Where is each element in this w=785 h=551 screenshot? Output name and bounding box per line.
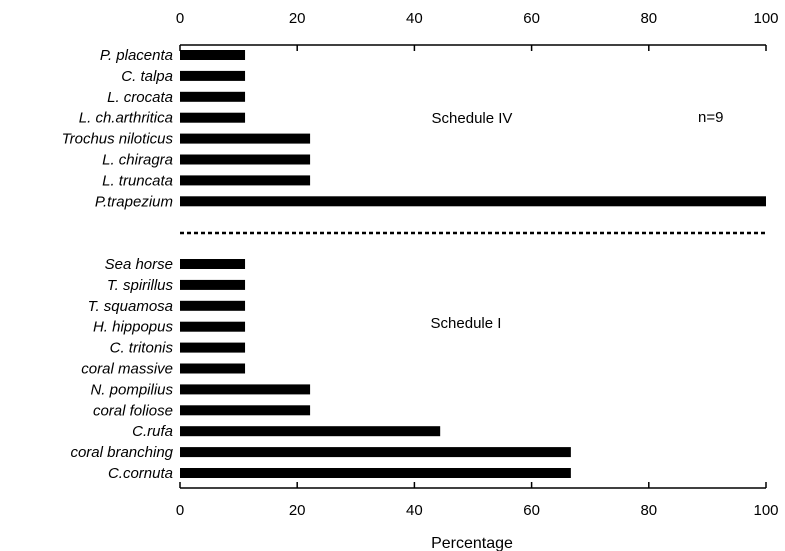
category-label: T. squamosa	[88, 298, 173, 315]
category-label: coral massive	[81, 361, 173, 378]
bottom-tick-label: 100	[753, 502, 778, 519]
bottom-tick-label: 0	[176, 502, 184, 519]
top-tick-label: 40	[406, 10, 423, 27]
bar	[180, 259, 246, 269]
bar	[180, 50, 246, 60]
top-tick-label: 0	[176, 10, 184, 27]
category-label: C. talpa	[121, 68, 173, 85]
bar	[180, 133, 311, 144]
bar	[180, 70, 246, 81]
category-label: Trochus niloticus	[62, 131, 174, 148]
category-label: C.cornuta	[108, 465, 173, 482]
bottom-tick-label: 60	[523, 502, 540, 519]
axes: 0 0 20 20 40 40 60 60 80 80 100 100	[176, 10, 779, 519]
category-label: L. crocata	[107, 89, 173, 106]
category-label: L. truncata	[102, 172, 173, 189]
bar	[180, 321, 246, 332]
bar	[180, 300, 246, 311]
bar	[180, 384, 311, 395]
bar	[180, 468, 571, 478]
category-label: N. pompilius	[90, 381, 173, 398]
bars	[180, 50, 766, 478]
category-labels: P. placenta C. talpa L. crocata L. ch.arthr…	[62, 47, 174, 482]
bar	[180, 279, 246, 290]
schedule-iv-label: Schedule IV	[432, 110, 513, 127]
bar	[180, 426, 441, 437]
category-label: coral foliose	[93, 402, 173, 419]
category-label: C. tritonis	[110, 340, 174, 357]
bar	[180, 405, 311, 416]
bar	[180, 363, 246, 374]
bottom-tick-label: 20	[289, 502, 306, 519]
category-label: T. spirillus	[107, 277, 174, 294]
bar	[180, 112, 246, 123]
bottom-tick-label: 40	[406, 502, 423, 519]
category-label: H. hippopus	[93, 319, 174, 336]
top-tick-label: 60	[523, 10, 540, 27]
category-label: L. chiragra	[102, 152, 173, 169]
category-label: P. placenta	[100, 47, 173, 64]
top-tick-label: 100	[753, 10, 778, 27]
sample-size-label: n=9	[698, 109, 723, 126]
bar	[180, 196, 766, 207]
category-label: C.rufa	[132, 423, 173, 440]
category-label: L. ch.arthritica	[79, 110, 173, 127]
category-label: P.trapezium	[95, 193, 173, 210]
bottom-tick-label: 80	[640, 502, 657, 519]
category-label: Sea horse	[105, 256, 173, 273]
bar	[180, 91, 246, 102]
bar	[180, 154, 311, 165]
schedule-i-label: Schedule I	[431, 315, 502, 332]
bar	[180, 175, 311, 186]
category-label: coral branching	[70, 444, 173, 461]
x-axis-label: Percentage	[431, 535, 513, 551]
top-tick-label: 20	[289, 10, 306, 27]
bar	[180, 447, 571, 458]
top-tick-label: 80	[640, 10, 657, 27]
bar	[180, 342, 246, 353]
